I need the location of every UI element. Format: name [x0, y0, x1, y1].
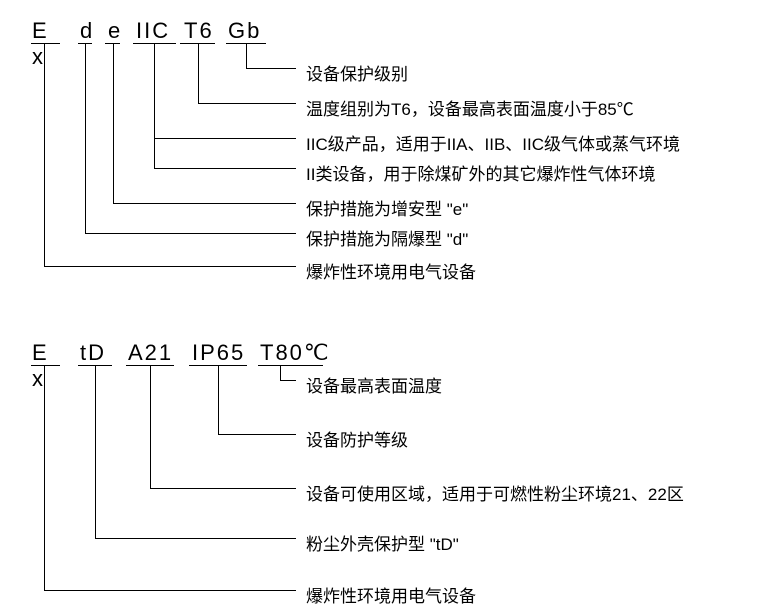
line2-ip65-h	[218, 434, 296, 435]
code1-d: d	[80, 18, 94, 44]
line-ii-h	[154, 168, 296, 169]
line2-td-h	[95, 538, 296, 539]
code1-iic: IIC	[136, 18, 170, 44]
underline2-t80	[258, 365, 323, 366]
line-ex-v	[44, 43, 45, 266]
code2-ip65: IP65	[192, 340, 245, 366]
code1-gb: Gb	[228, 18, 261, 44]
underline-ex	[31, 43, 60, 44]
line2-a21-v	[150, 365, 151, 488]
desc2-2: 设备可使用区域，适用于可燃性粉尘环境21、22区	[306, 480, 684, 505]
line-gb-v	[246, 43, 247, 68]
line-d-v	[85, 43, 86, 233]
line-ex-h	[44, 266, 296, 267]
line-gb-h	[246, 68, 296, 69]
line-e-h	[113, 203, 296, 204]
code2-td: tD	[80, 340, 106, 366]
desc2-1: 设备防护等级	[306, 426, 408, 451]
desc1-6: 爆炸性环境用电气设备	[306, 258, 476, 283]
desc2-0: 设备最高表面温度	[306, 372, 442, 397]
line-e-v	[113, 43, 114, 203]
line2-ex-v	[44, 365, 45, 590]
underline2-ex	[31, 365, 60, 366]
line2-a21-h	[150, 488, 296, 489]
desc1-2: IIC级产品，适用于IIA、IIB、IIC级气体或蒸气环境	[306, 130, 680, 155]
line-t6-h	[198, 103, 296, 104]
line2-ip65-v	[218, 365, 219, 434]
line-iic-h	[154, 138, 296, 139]
code2-t80: T80℃	[260, 340, 331, 366]
desc2-4: 爆炸性环境用电气设备	[306, 582, 476, 607]
code1-t6: T6	[184, 18, 214, 44]
desc1-3: II类设备，用于除煤矿外的其它爆炸性气体环境	[306, 160, 655, 185]
line2-td-v	[95, 365, 96, 538]
desc1-1: 温度组别为T6，设备最高表面温度小于85℃	[306, 95, 634, 120]
code2-ex: E x	[32, 340, 49, 392]
code1-ex: E x	[32, 18, 49, 70]
line-d-h	[85, 233, 296, 234]
line-t6-v	[198, 43, 199, 103]
desc1-0: 设备保护级别	[306, 60, 408, 85]
code2-a21: A21	[128, 340, 173, 366]
desc1-5: 保护措施为隔爆型 "d"	[306, 225, 468, 250]
line2-t80-h	[280, 380, 296, 381]
line2-t80-v	[280, 365, 281, 380]
desc2-3: 粉尘外壳保护型 "tD"	[306, 530, 459, 555]
line-iic-v2	[154, 138, 155, 168]
desc1-4: 保护措施为增安型 "e"	[306, 195, 468, 220]
line-iic-v	[154, 43, 155, 138]
line2-ex-h	[44, 590, 296, 591]
code1-e: e	[108, 18, 122, 44]
